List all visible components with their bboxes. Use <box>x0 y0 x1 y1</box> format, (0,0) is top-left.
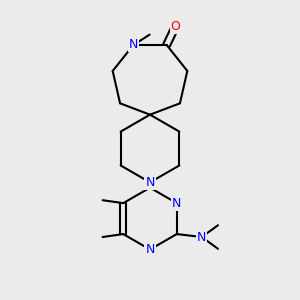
Text: N: N <box>145 176 155 189</box>
Text: N: N <box>145 243 155 256</box>
Text: O: O <box>171 20 181 33</box>
Text: N: N <box>129 38 138 52</box>
Text: N: N <box>197 230 206 244</box>
Text: N: N <box>172 196 182 210</box>
